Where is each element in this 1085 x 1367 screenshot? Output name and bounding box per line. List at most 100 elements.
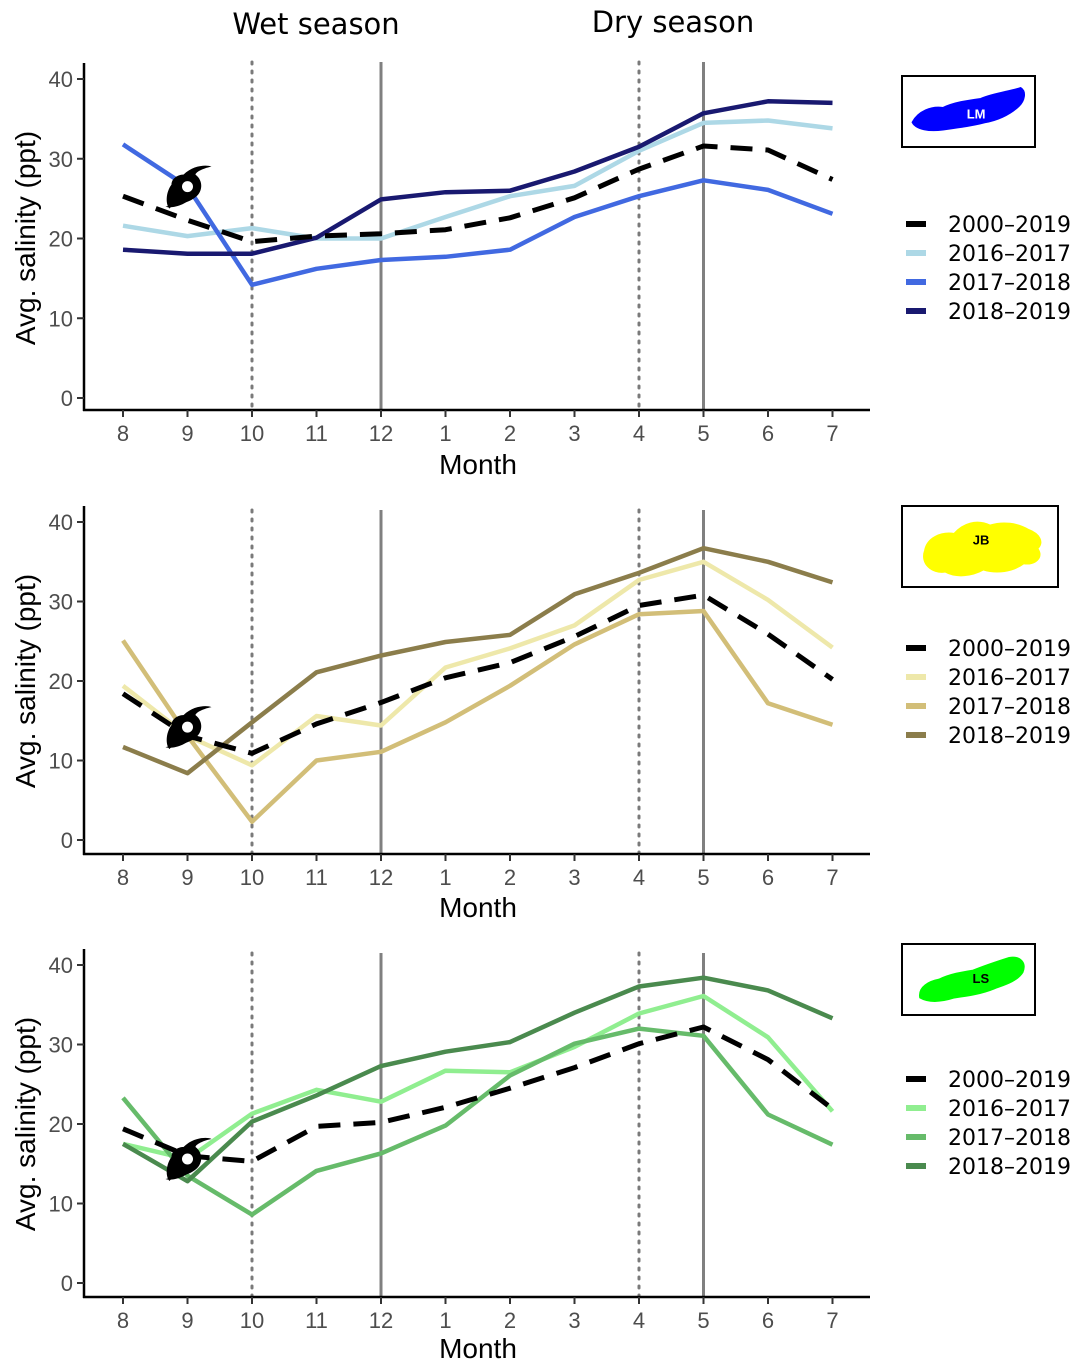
series-line-2016-2017 (122, 993, 835, 1162)
series-line-2017-2018 (121, 142, 834, 288)
x-axis-title: Month (439, 1333, 517, 1364)
y-tick-label: 10 (49, 1192, 73, 1217)
x-tick-label: 8 (117, 1308, 129, 1333)
hurricane-icon (165, 706, 212, 750)
site-map-shape (919, 956, 1025, 1002)
x-tick-label: 10 (240, 421, 264, 446)
legend-label: 2017–2018 (948, 695, 1071, 720)
series-line-2000-2019 (122, 1024, 835, 1164)
y-tick-label: 0 (61, 828, 73, 853)
dry-season-label: Dry season (592, 5, 755, 39)
legend-label: 2000–2019 (948, 637, 1071, 662)
x-tick-label: 1 (439, 421, 451, 446)
legend: 2000–2019 2016–2017 2017–2018 2018–2019 (906, 1068, 1071, 1180)
y-axis-title: Avg. salinity (ppt) (10, 1017, 41, 1231)
x-tick-label: 1 (439, 1308, 451, 1333)
series-line-2017-2018 (121, 608, 834, 824)
legend-label: 2000–2019 (948, 1068, 1071, 1093)
wet-season-label: Wet season (232, 7, 399, 41)
x-tick-label: 2 (504, 1308, 516, 1333)
x-tick-label: 9 (181, 421, 193, 446)
site-map-inset: JB (901, 505, 1059, 588)
legend-label: 2017–2018 (948, 271, 1071, 296)
y-tick-label: 20 (49, 1112, 73, 1137)
legend-label: 2018–2019 (948, 1155, 1071, 1180)
x-tick-label: 4 (633, 865, 645, 890)
x-tick-label: 11 (305, 421, 328, 446)
site-map-inset: LM (901, 75, 1036, 148)
site-map-shape (923, 521, 1042, 577)
hurricane-icon (165, 1137, 212, 1181)
y-axis-title: Avg. salinity (ppt) (10, 131, 41, 345)
x-tick-label: 10 (240, 1308, 264, 1333)
site-map-inset: LS (901, 943, 1036, 1016)
y-axis-title: Avg. salinity (ppt) (10, 574, 41, 788)
x-tick-label: 9 (181, 865, 193, 890)
x-tick-label: 6 (762, 865, 774, 890)
hurricane-eye (182, 721, 193, 733)
hurricane-eye (182, 1153, 193, 1165)
hurricane-eye (182, 181, 193, 193)
series-line-2018-2019 (121, 975, 834, 1184)
series-line-2018-2019 (122, 99, 833, 256)
legend-label: 2016–2017 (948, 666, 1071, 691)
x-tick-label: 6 (762, 421, 774, 446)
legend-label: 2018–2019 (948, 300, 1071, 325)
y-tick-label: 40 (49, 510, 73, 535)
y-tick-label: 30 (49, 147, 73, 172)
site-map-label: JB (973, 532, 990, 547)
x-tick-label: 8 (117, 421, 129, 446)
y-tick-label: 40 (49, 67, 73, 92)
x-tick-label: 7 (826, 865, 838, 890)
x-axis-title: Month (439, 892, 517, 923)
legend-label: 2017–2018 (948, 1126, 1071, 1151)
x-tick-label: 3 (568, 865, 580, 890)
series-line-2018-2019 (122, 545, 834, 776)
x-tick-label: 5 (697, 865, 709, 890)
x-tick-label: 2 (504, 865, 516, 890)
series-line-2000-2019 (122, 143, 834, 245)
series-line-2000-2019 (121, 592, 834, 756)
series-line-2017-2018 (121, 1026, 834, 1217)
x-tick-label: 5 (697, 421, 709, 446)
y-tick-label: 0 (61, 386, 73, 411)
y-tick-label: 20 (49, 227, 73, 252)
x-tick-label: 1 (439, 865, 451, 890)
x-tick-label: 2 (504, 421, 516, 446)
y-tick-label: 30 (49, 1033, 73, 1058)
y-tick-label: 10 (49, 749, 73, 774)
series-line-2016-2017 (121, 559, 834, 768)
site-map-label: LM (967, 107, 986, 122)
site-map-label: LS (973, 971, 990, 986)
x-tick-label: 3 (568, 1308, 580, 1333)
y-tick-label: 40 (49, 953, 73, 978)
x-tick-label: 7 (826, 421, 838, 446)
x-tick-label: 4 (633, 421, 645, 446)
hurricane-icon (165, 165, 212, 209)
x-tick-label: 3 (568, 421, 580, 446)
site-map-shape (911, 87, 1025, 132)
y-tick-label: 20 (49, 669, 73, 694)
y-tick-label: 0 (61, 1271, 73, 1296)
x-tick-label: 12 (369, 421, 393, 446)
x-tick-label: 10 (240, 865, 264, 890)
legend-label: 2018–2019 (948, 724, 1071, 749)
x-tick-label: 11 (305, 865, 328, 890)
legend: 2000–2019 2016–2017 2017–2018 2018–2019 (906, 637, 1071, 749)
x-tick-label: 12 (369, 1308, 393, 1333)
x-tick-label: 8 (117, 865, 129, 890)
x-tick-label: 5 (697, 1308, 709, 1333)
y-tick-label: 30 (49, 590, 73, 615)
x-tick-label: 9 (181, 1308, 193, 1333)
y-tick-label: 10 (49, 306, 73, 331)
x-tick-label: 6 (762, 1308, 774, 1333)
x-tick-label: 7 (826, 1308, 838, 1333)
legend-label: 2016–2017 (948, 242, 1071, 267)
series-line-2016-2017 (122, 118, 833, 241)
x-tick-label: 12 (369, 865, 393, 890)
legend: 2000–2019 2016–2017 2017–2018 2018–2019 (906, 213, 1071, 325)
